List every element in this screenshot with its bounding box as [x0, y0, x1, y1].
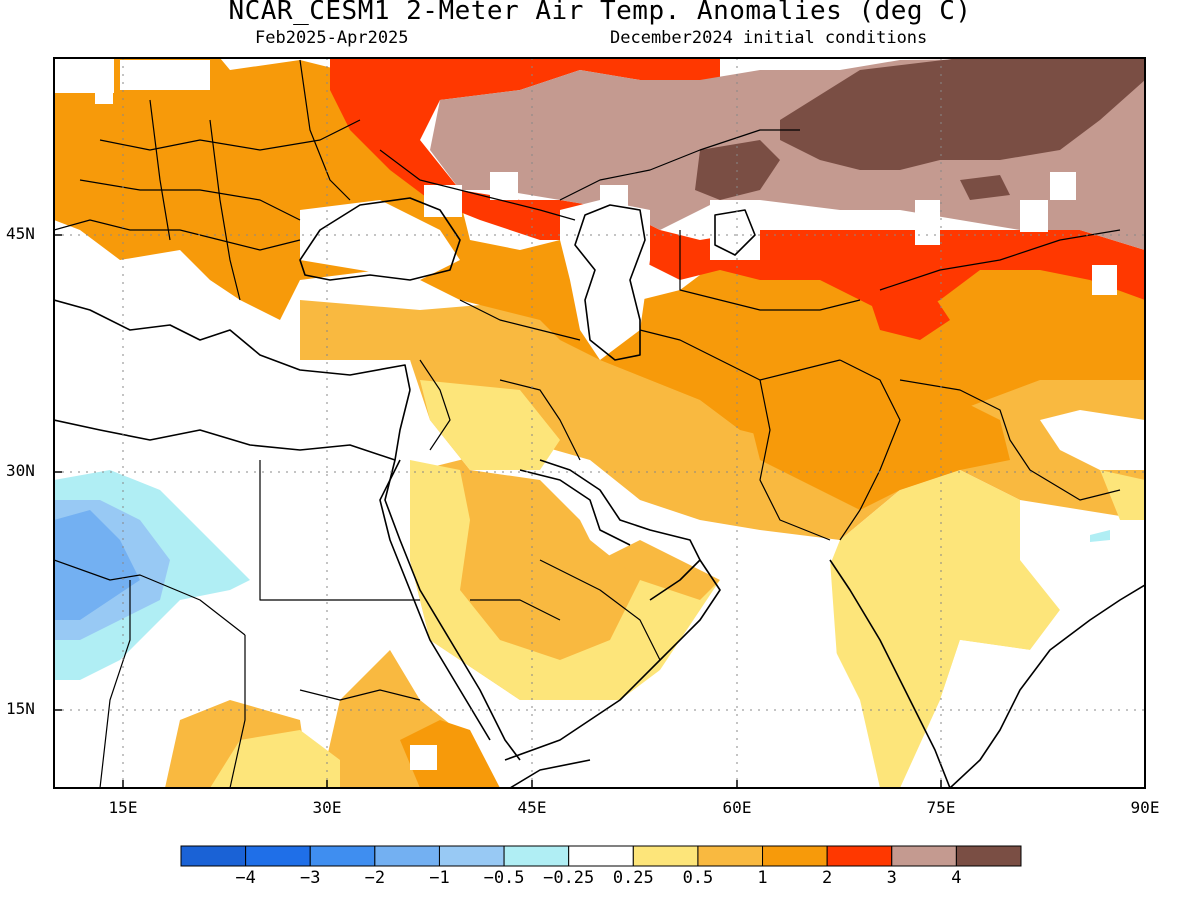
anomaly-band-1-2 [400, 720, 500, 788]
sea-mask [490, 172, 518, 200]
tick-marks [54, 234, 942, 788]
sea-mask [410, 745, 437, 770]
sea-mask [95, 90, 113, 104]
lon-label-60e: 60E [722, 798, 752, 817]
lat-label-45n: 45N [6, 224, 35, 243]
colorbar-swatch [826, 845, 893, 867]
grid-lines [54, 58, 1145, 788]
colorbar-label: −0.25 [543, 868, 595, 888]
sea-mask [300, 200, 460, 280]
colorbar-swatch [697, 845, 764, 867]
colorbar-label: −1 [429, 868, 450, 888]
sea-mask [424, 185, 462, 217]
colorbar-label: −2 [364, 868, 386, 888]
forecast-period: Feb2025-Apr2025 [255, 28, 409, 48]
lat-label-15n: 15N [6, 699, 35, 718]
colorbar-label: −0.5 [483, 868, 525, 888]
map-frame [53, 57, 1146, 789]
anomaly-band-0.25-0.5 [420, 380, 560, 470]
colorbar-label: 4 [951, 868, 962, 888]
anomaly-band-0.25-0.5 [410, 460, 720, 700]
sea-mask [1020, 200, 1048, 232]
colorbar-swatch [891, 845, 957, 867]
colorbar-swatch [568, 845, 634, 867]
sea-mask [1092, 265, 1117, 295]
sea-mask [710, 200, 760, 260]
lat-label-30n: 30N [6, 461, 35, 480]
lon-label-45e: 45E [517, 798, 547, 817]
anomaly-band-above-4 [960, 175, 1010, 200]
colorbar-label: 0.25 [612, 868, 654, 888]
anomaly-band-2-3 [330, 58, 1145, 320]
colorbar [180, 845, 1022, 867]
sea-mask [120, 60, 210, 90]
colorbar-label: 2 [822, 868, 833, 888]
sea-mask [54, 260, 420, 460]
lon-label-30e: 30E [312, 798, 342, 817]
lon-label-90e: 90E [1130, 798, 1160, 817]
colorbar-swatch [955, 845, 1022, 867]
sea-mask [560, 200, 650, 360]
colorbar-swatch [438, 845, 505, 867]
sea-mask [54, 58, 114, 93]
anomaly-band-2-3 [870, 290, 950, 340]
colorbar-swatch [503, 845, 570, 867]
political-borders [54, 59, 1121, 788]
anomaly-band-0.25-0.5 [820, 470, 1060, 788]
sea-mask [500, 540, 860, 788]
anomaly-band-0.5-1 [460, 500, 640, 660]
lon-label-75e: 75E [926, 798, 956, 817]
anomaly-band-above-4 [780, 58, 1145, 170]
colorbar-swatch [632, 845, 699, 867]
colorbar-swatch [245, 845, 311, 867]
map-title: NCAR_CESM1 2-Meter Air Temp. Anomalies (… [228, 0, 972, 26]
initial-conditions: December2024 initial conditions [610, 28, 928, 48]
colorbar-swatch [374, 845, 440, 867]
colorbar-label: 1 [757, 868, 768, 888]
colorbar-label: −4 [235, 868, 256, 888]
anomaly-band-1-2 [54, 58, 1145, 460]
sea-mask [915, 200, 940, 245]
anomaly-band-neg-1 [54, 510, 140, 620]
anomaly-band-0.25-0.5 [210, 730, 340, 788]
colorbar-swatch [762, 845, 828, 867]
colorbar-swatch [180, 845, 247, 867]
colorbar-label: −3 [299, 868, 321, 888]
sea-mask [1050, 172, 1076, 200]
sea-mask [1040, 410, 1145, 470]
anomaly-band-0.25-0.5 [1100, 470, 1145, 520]
colorbar-label: 0.5 [682, 868, 714, 888]
lon-label-15e: 15E [108, 798, 138, 817]
anomaly-band-neg-0.25 [1090, 530, 1110, 542]
colorbar-swatch [309, 845, 376, 867]
colorbar-label: 3 [886, 868, 897, 888]
